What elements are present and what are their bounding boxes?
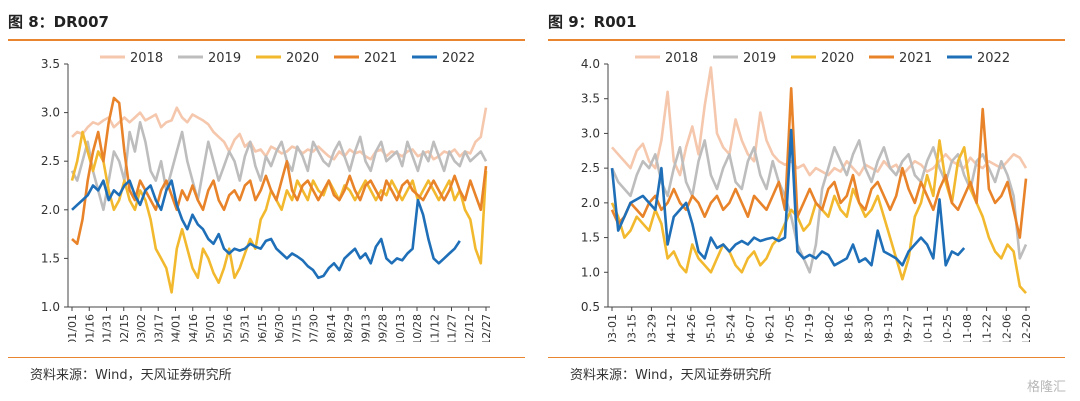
x-tick-label: 12/27 (480, 314, 493, 342)
legend: 2018 2019 2020 2021 2022 (100, 51, 475, 66)
x-tick-label: 08-30 (862, 314, 875, 342)
x-tick-label: 05-24 (724, 314, 737, 342)
source-note: 资料来源：Wind，天风证券研究所 (30, 368, 232, 383)
x-tick-label: 11-08 (961, 314, 974, 342)
watermark-logo: 格隆汇 (1026, 380, 1066, 395)
source-divider (548, 357, 1065, 358)
dr007-line-chart: 1.0 1.5 2.0 2.5 3.0 3.5 01/01 01/16 01/31 02/15 03… (41, 51, 493, 342)
x-tick-label: 05-10 (705, 314, 718, 342)
x-tick-label: 07/30 (308, 314, 321, 342)
x-tick-label: 12/12 (463, 314, 476, 342)
y-tick-label: 1.5 (41, 251, 60, 265)
x-tick-label: 11/12 (428, 314, 441, 342)
x-tick-label: 10/28 (411, 314, 424, 342)
x-tick-label: 09-13 (882, 314, 895, 342)
y-tick-label: 1.0 (581, 265, 600, 279)
x-tick-label: 12-20 (1020, 314, 1033, 342)
x-tick-label: 01/31 (101, 314, 114, 342)
legend-label-2018: 2018 (130, 51, 163, 66)
legend-label-2018: 2018 (665, 51, 698, 66)
series-line-2018 (71, 106, 488, 161)
chart-title: 图 9：R001 (548, 13, 637, 31)
legend-label-2020: 2020 (821, 51, 854, 66)
x-tick-label: 05/31 (239, 314, 252, 342)
series-line-2022 (71, 179, 461, 280)
x-tick-label: 04-12 (665, 314, 678, 342)
x-tick-label: 11/27 (446, 314, 459, 342)
x-tick-label: 07/15 (290, 314, 303, 342)
x-tick-label: 01/16 (83, 314, 96, 342)
legend-label-2021: 2021 (899, 51, 932, 66)
x-tick-label: 11-22 (981, 314, 994, 342)
series-line-2021 (71, 96, 488, 246)
y-tick-label: 3.0 (41, 106, 60, 120)
x-tick-label: 06-07 (744, 314, 757, 342)
x-tick-label: 05/16 (221, 314, 234, 342)
x-tick-label: 04/16 (187, 314, 200, 342)
legend-label-2019: 2019 (743, 51, 776, 66)
series-line-2018 (611, 66, 1028, 177)
series-line-2019 (610, 139, 1028, 274)
x-tick-label: 10-25 (941, 314, 954, 342)
x-tick-label: 04-26 (685, 314, 698, 342)
y-tick-label: 2.0 (41, 203, 60, 217)
x-tick-label: 06/30 (273, 314, 286, 342)
legend: 2018 2019 2020 2021 2022 (635, 51, 1010, 66)
chart-panel-dr007: 图 8：DR007 1.0 1.5 2.0 2.5 3.0 3.5 01/01 01/16 01… (0, 0, 525, 401)
x-tick-label: 10-11 (921, 314, 934, 342)
x-tick-label: 08/29 (342, 314, 355, 342)
r001-line-chart: 0.5 1.0 1.5 2.0 2.5 3.0 3.5 4.0 03-01 03-15 03-29 0… (581, 51, 1033, 342)
legend-label-2021: 2021 (364, 51, 397, 66)
legend-label-2022: 2022 (442, 51, 475, 66)
y-tick-label: 1.5 (581, 231, 600, 245)
legend-label-2020: 2020 (286, 51, 319, 66)
x-tick-label: 01/01 (66, 314, 79, 342)
x-tick-label: 07-19 (803, 314, 816, 342)
x-tick-label: 09/28 (377, 314, 390, 342)
y-tick-label: 0.5 (581, 300, 600, 314)
series-line-2019 (70, 121, 488, 212)
y-tick-label: 4.0 (581, 57, 600, 71)
series-line-2021 (610, 87, 1028, 239)
x-tick-label: 08-02 (823, 314, 836, 342)
y-tick-label: 3.0 (581, 126, 600, 140)
x-tick-label: 03-29 (645, 314, 658, 342)
y-tick-label: 2.0 (581, 196, 600, 210)
x-tick-label: 03/02 (135, 314, 148, 342)
x-tick-label: 05/01 (204, 314, 217, 342)
y-tick-label: 1.0 (41, 300, 60, 314)
y-tick-label: 2.5 (41, 154, 60, 168)
legend-label-2019: 2019 (208, 51, 241, 66)
x-tick-label: 09/13 (359, 314, 372, 342)
x-tick-label: 03-15 (626, 314, 639, 342)
x-tick-label: 12-06 (1000, 314, 1013, 342)
x-tick-label: 03-01 (606, 314, 619, 342)
y-tick-label: 2.5 (581, 161, 600, 175)
y-tick-label: 3.5 (581, 92, 600, 106)
x-tick-label: 10/13 (394, 314, 407, 342)
y-tick-label: 3.5 (41, 57, 60, 71)
series-line-2022 (610, 128, 966, 267)
title-divider (8, 39, 525, 41)
source-note: 资料来源：Wind，天风证券研究所 (570, 368, 772, 383)
x-tick-label: 08-16 (843, 314, 856, 342)
chart-panel-r001: 图 9：R001 0.5 1.0 1.5 2.0 2.5 3.0 3.5 4.0 03-01 03… (540, 0, 1065, 401)
x-tick-label: 06-21 (764, 314, 777, 342)
title-divider (548, 39, 1065, 41)
legend-label-2022: 2022 (977, 51, 1010, 66)
series-line-2020 (70, 130, 488, 294)
x-tick-label: 09-27 (902, 314, 915, 342)
source-divider (8, 357, 525, 358)
x-tick-label: 06/15 (256, 314, 269, 342)
chart-title: 图 8：DR007 (8, 13, 109, 31)
x-tick-label: 08/14 (325, 314, 338, 342)
x-tick-label: 02/15 (118, 314, 131, 342)
x-tick-label: 03/17 (152, 314, 165, 342)
x-tick-label: 07-05 (783, 314, 796, 342)
x-tick-label: 04/01 (170, 314, 183, 342)
